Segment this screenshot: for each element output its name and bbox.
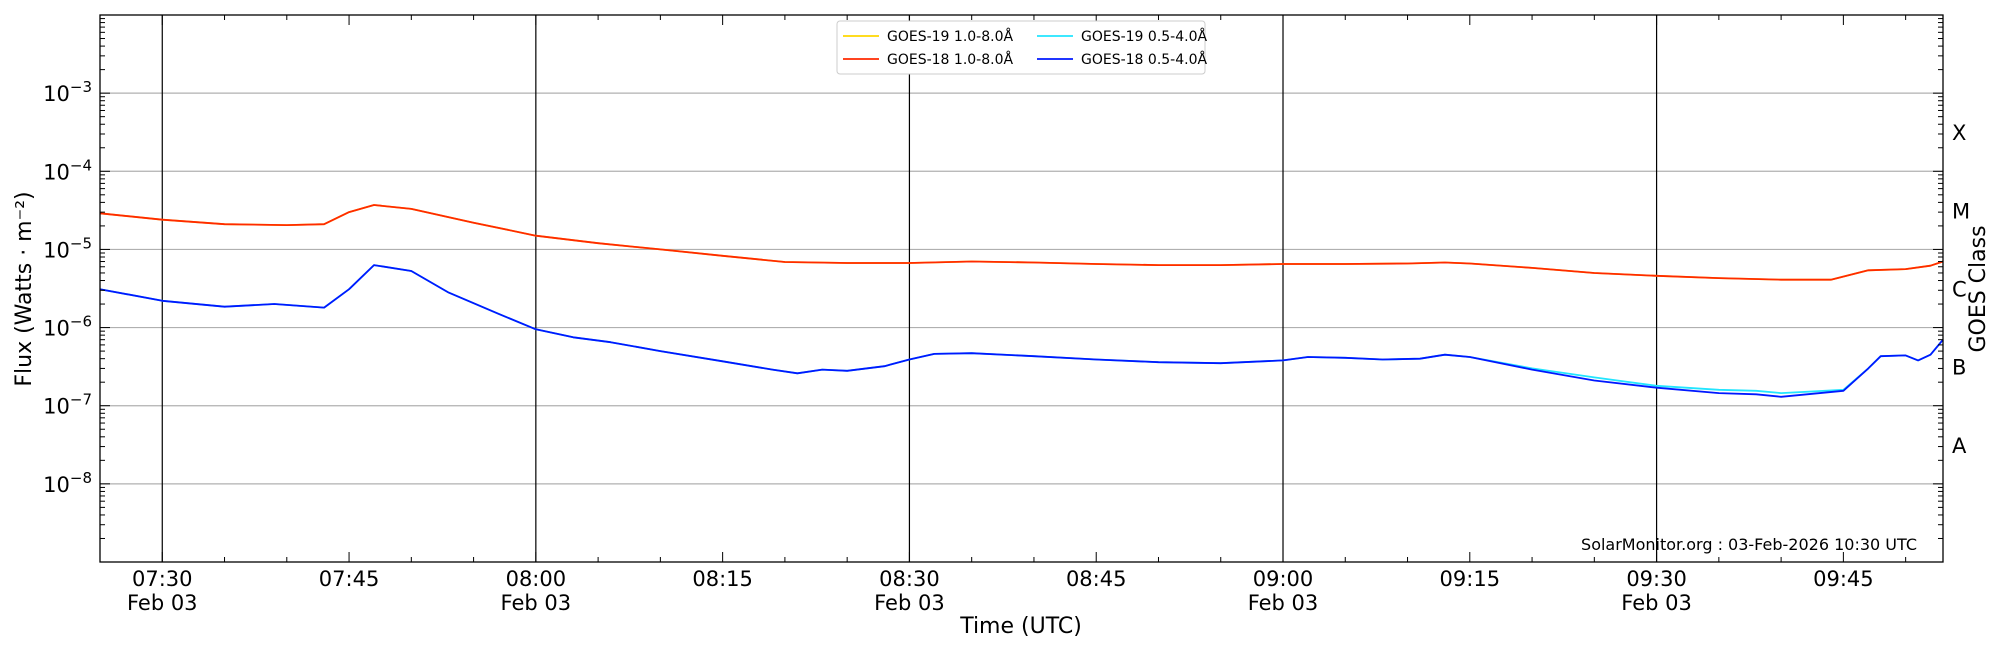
series-layer xyxy=(99,204,1944,398)
y-tick-label-2: 10−6 xyxy=(43,313,92,341)
y-tick-labels: 10−8 10−7 10−6 10−5 10−4 10−3 xyxy=(43,78,92,497)
legend-label-3: GOES-18 0.5-4.0Å xyxy=(1081,51,1207,68)
legend: GOES-19 1.0-8.0Å GOES-18 1.0-8.0Å GOES-19 … xyxy=(836,20,1207,75)
legend-label-0: GOES-19 1.0-8.0Å xyxy=(887,28,1013,45)
x-tick-label-1: 07:45 xyxy=(319,567,380,591)
x-tick-date-0: Feb 03 xyxy=(127,591,198,615)
x-tick-label-2: 08:00 xyxy=(506,567,567,591)
source-annotation: SolarMonitor.org : 03-Feb-2026 10:30 UTC xyxy=(1581,535,1917,554)
axis-ticks xyxy=(99,15,1943,563)
goes-class-label-3: M xyxy=(1952,199,1970,223)
time-marker-lines xyxy=(161,15,1658,562)
legend-label-1: GOES-18 1.0-8.0Å xyxy=(887,51,1013,68)
x-tick-label-7: 09:15 xyxy=(1440,567,1501,591)
x-tick-label-6: 09:00 xyxy=(1253,567,1314,591)
plot-area xyxy=(100,15,1943,562)
y-axis-title: Flux (Watts · m⁻²) xyxy=(12,191,37,386)
x-tick-date-6: Feb 03 xyxy=(1248,591,1319,615)
legend-label-2: GOES-19 0.5-4.0Å xyxy=(1081,28,1207,45)
y-tick-label-1: 10−7 xyxy=(43,391,92,419)
legend-box xyxy=(836,20,1206,75)
series-line-1 xyxy=(99,204,1944,281)
y-tick-label-3: 10−5 xyxy=(43,234,92,262)
goes-class-label-0: A xyxy=(1952,434,1967,458)
x-tick-label-9: 09:45 xyxy=(1813,567,1874,591)
goes-class-label-1: B xyxy=(1952,356,1966,380)
x-tick-label-5: 08:45 xyxy=(1066,567,1127,591)
x-tick-label-3: 08:15 xyxy=(692,567,753,591)
goes-class-label-2: C xyxy=(1952,278,1967,302)
y-tick-label-5: 10−3 xyxy=(43,78,92,106)
grid-lines xyxy=(100,92,1943,485)
x-tick-date-8: Feb 03 xyxy=(1621,591,1692,615)
y-tick-label-0: 10−8 xyxy=(43,469,92,497)
x-tick-label-0: 07:30 xyxy=(132,567,193,591)
y-tick-label-4: 10−4 xyxy=(43,156,92,184)
x-tick-date-2: Feb 03 xyxy=(501,591,572,615)
series-line-3 xyxy=(99,264,1944,398)
x-tick-label-4: 08:30 xyxy=(879,567,940,591)
plot-frame xyxy=(99,14,1944,563)
goes-class-label-4: X xyxy=(1952,121,1966,145)
x-axis-title: Time (UTC) xyxy=(959,614,1082,639)
y2-axis-title: GOES Class xyxy=(1966,225,1991,352)
goes-class-labels: A B C M X xyxy=(1952,121,1970,458)
x-tick-date-4: Feb 03 xyxy=(874,591,945,615)
x-tick-label-8: 09:30 xyxy=(1626,567,1687,591)
